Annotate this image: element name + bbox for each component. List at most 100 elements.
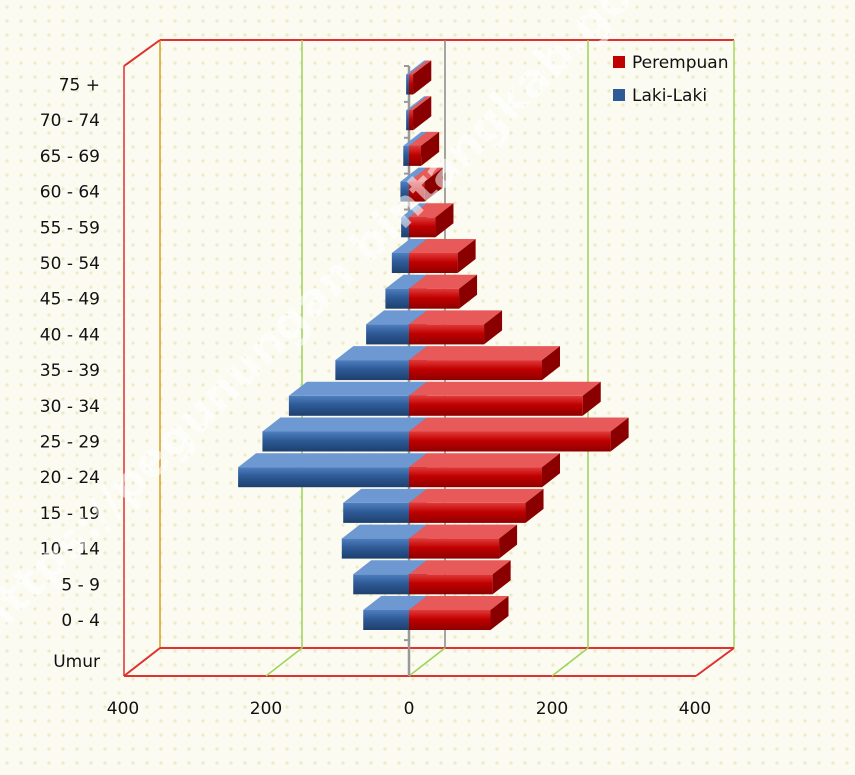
x-tick-label: 400 [679, 699, 711, 719]
category-label-75: 75 + [59, 76, 100, 96]
bar-perempuan-60-64-top-face [409, 167, 443, 182]
bar-perempuan-60-64-side-face [424, 167, 443, 202]
category-label-70-74: 70 - 74 [40, 111, 100, 131]
category-label-35-39: 35 - 39 [40, 361, 100, 381]
category-label-15-19: 15 - 19 [40, 504, 100, 524]
bar-laki-laki-30-34-top-face [288, 381, 427, 396]
bar-perempuan-10-14-front-face [409, 538, 500, 559]
bars-group [238, 60, 629, 630]
bar-perempuan-75-front-face [409, 74, 414, 95]
bar-laki-laki-15-19-top-face [343, 488, 427, 503]
category-axis-title: Umur [53, 652, 100, 672]
bar-perempuan-75-side-face [413, 60, 432, 95]
bar-laki-laki-35-39-front-face [335, 360, 409, 381]
bar-perempuan-5-9-front-face [409, 574, 493, 595]
category-label-50-54: 50 - 54 [40, 254, 100, 274]
bar-perempuan-25-29-side-face [610, 417, 629, 452]
bar-perempuan-30-34-side-face [582, 381, 601, 416]
bar-perempuan-70-74-top-face [409, 96, 432, 111]
bar-perempuan-75-top-face [409, 60, 432, 75]
bar-laki-laki-60-64-top-face [400, 167, 427, 182]
bar-laki-laki-10-14-top-face [341, 524, 427, 539]
bar-perempuan-55-59-front-face [409, 217, 436, 238]
category-label-45-49: 45 - 49 [40, 290, 100, 310]
bar-perempuan-30-34-front-face [409, 395, 583, 416]
bar-laki-laki-40-44-top-face [366, 310, 427, 325]
bar-perempuan-5-9-top-face [409, 560, 511, 575]
bar-laki-laki-20-24-top-face [238, 453, 427, 468]
bar-perempuan-65-69-side-face [421, 131, 440, 166]
bar-perempuan-15-19-front-face [409, 502, 526, 523]
legend-label-perempuan: Perempuan [632, 53, 729, 73]
bar-perempuan-65-69-front-face [409, 145, 422, 166]
bar-laki-laki-25-29-top-face [262, 417, 427, 432]
bar-perempuan-50-54-top-face [409, 239, 476, 253]
bar-perempuan-10-14 [409, 524, 518, 559]
x-tick-label: 0 [404, 699, 415, 719]
bar-laki-laki-70-74-front-face [406, 110, 409, 131]
bar-laki-laki-55-59-top-face [401, 203, 427, 218]
legend-swatch-laki-laki [613, 89, 625, 101]
bar-perempuan-40-44-side-face [484, 310, 503, 345]
bar-perempuan-10-14-top-face [409, 524, 518, 539]
bar-perempuan-35-39-front-face [409, 360, 542, 381]
bar-laki-laki-40-44-front-face [366, 324, 409, 345]
bar-laki-laki-0-4-top-face [363, 596, 427, 610]
bar-perempuan-25-29-top-face [409, 417, 629, 432]
legend-swatch-perempuan [613, 56, 625, 68]
bar-perempuan-60-64 [409, 167, 443, 202]
bar-perempuan-20-24-top-face [409, 453, 560, 468]
x-tick-label: 400 [107, 699, 139, 719]
bar-laki-laki-75-top-face [406, 60, 427, 75]
bar-perempuan-45-49-side-face [459, 274, 478, 309]
bar-perempuan-0-4-side-face [490, 596, 509, 630]
bar-perempuan-0-4-front-face [409, 610, 491, 630]
bar-perempuan-40-44-top-face [409, 310, 503, 325]
bar-perempuan-50-54 [409, 239, 476, 273]
bar-laki-laki-5-9-top-face [353, 560, 427, 575]
bar-laki-laki-20-24 [238, 453, 427, 488]
bar-laki-laki-0-4-front-face [363, 610, 409, 630]
bar-laki-laki-35-39-top-face [335, 346, 427, 361]
category-label-25-29: 25 - 29 [40, 433, 100, 453]
bar-perempuan-5-9 [409, 560, 511, 595]
bar-laki-laki-75-front-face [406, 74, 409, 95]
category-label-65-69: 65 - 69 [40, 147, 100, 167]
bar-laki-laki-50-54-top-face [391, 239, 427, 253]
bar-perempuan-60-64-front-face [409, 181, 425, 202]
bar-perempuan-70-74 [409, 96, 432, 131]
bar-perempuan-0-4 [409, 596, 509, 630]
bar-laki-laki-25-29-front-face [262, 431, 409, 452]
bar-perempuan-5-9-side-face [492, 560, 511, 595]
bar-perempuan-15-19 [409, 488, 544, 523]
bar-laki-laki-60-64-front-face [400, 181, 409, 202]
bar-laki-laki-50-54-front-face [391, 253, 409, 273]
legend: Perempuan Laki-Laki [613, 53, 729, 106]
bar-laki-laki-20-24-front-face [238, 467, 409, 488]
bar-laki-laki-45-49-front-face [385, 288, 409, 309]
bar-perempuan-40-44 [409, 310, 503, 345]
category-label-20-24: 20 - 24 [40, 468, 100, 488]
bar-perempuan-30-34 [409, 381, 601, 416]
bar-perempuan-0-4-top-face [409, 596, 509, 610]
bar-laki-laki-65-69-top-face [403, 131, 427, 146]
category-label-0-4: 0 - 4 [61, 611, 100, 631]
category-label-30-34: 30 - 34 [40, 397, 100, 417]
bar-perempuan-45-49-top-face [409, 274, 478, 289]
category-label-10-14: 10 - 14 [40, 540, 100, 560]
bar-perempuan-35-39 [409, 346, 560, 381]
bar-perempuan-55-59-top-face [409, 203, 454, 218]
bar-perempuan-70-74-side-face [413, 96, 432, 131]
bar-perempuan-65-69 [409, 131, 440, 166]
bar-laki-laki-65-69-front-face [403, 145, 409, 166]
bar-perempuan-45-49 [409, 274, 478, 309]
bar-perempuan-55-59 [409, 203, 454, 238]
bar-perempuan-35-39-side-face [541, 346, 560, 381]
bar-laki-laki-25-29 [262, 417, 427, 452]
bar-perempuan-35-39-top-face [409, 346, 560, 361]
x-tick-labels: 400 200 0 200 400 [107, 699, 711, 719]
bar-laki-laki-15-19-front-face [343, 502, 409, 523]
bar-perempuan-20-24-side-face [541, 453, 560, 488]
bar-perempuan-70-74-front-face [409, 110, 414, 131]
